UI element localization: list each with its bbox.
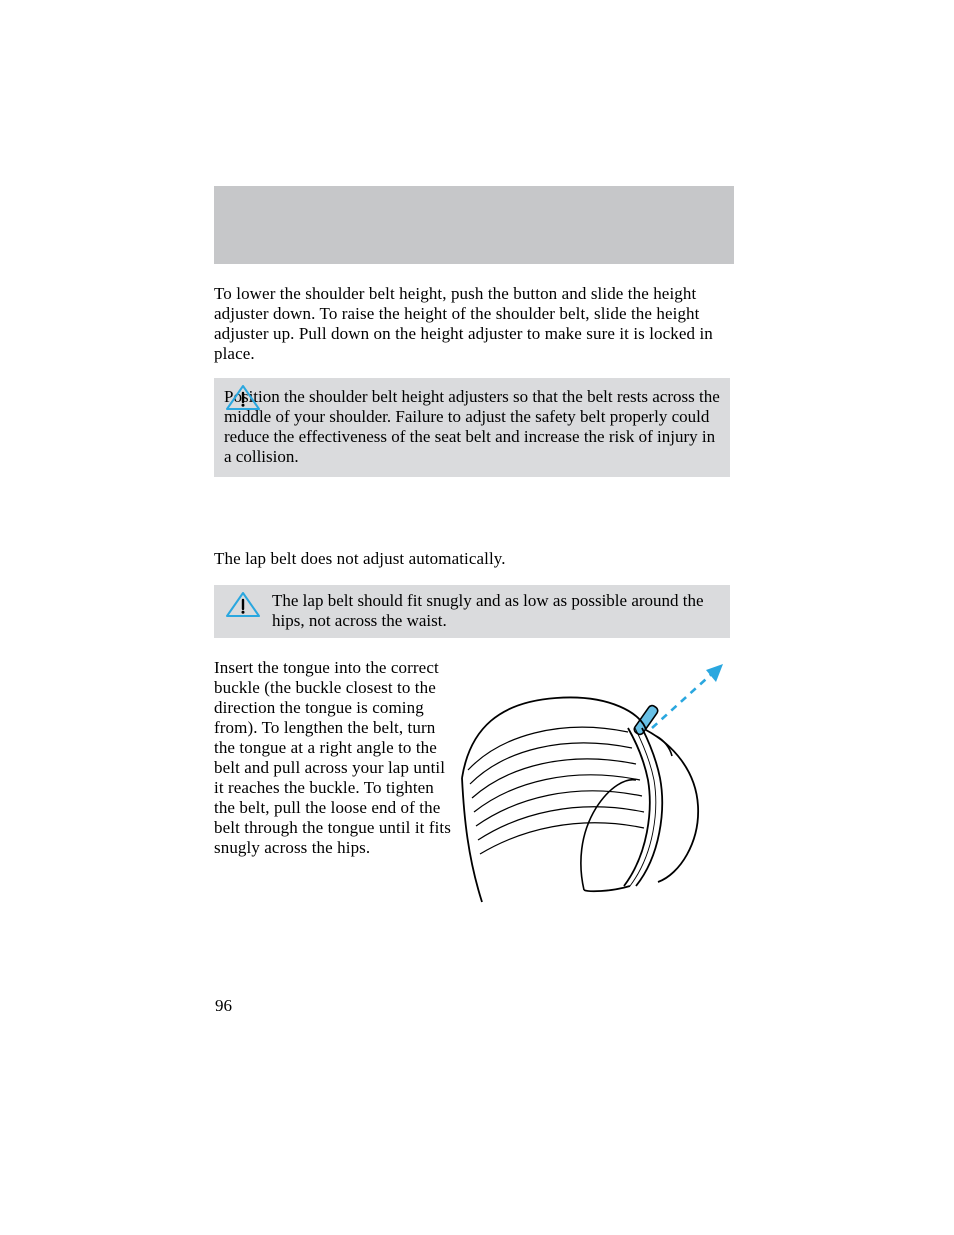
two-column-row: Insert the tongue into the correct buckl…	[214, 658, 730, 906]
column-figure	[460, 658, 730, 906]
paragraph-lap-instructions: Insert the tongue into the correct buckl…	[214, 658, 452, 858]
warning-callout-lap: The lap belt should fit snugly and as lo…	[214, 585, 730, 637]
lap-belt-diagram	[460, 658, 730, 906]
page-content: To lower the shoulder belt height, push …	[214, 0, 730, 906]
warning-text-shoulder: Position the shoulder belt height adjust…	[224, 387, 720, 466]
page-number: 96	[215, 996, 232, 1016]
warning-text-lap: The lap belt should fit snugly and as lo…	[272, 591, 720, 631]
warning-triangle-icon	[224, 591, 262, 619]
paragraph-lap-intro: The lap belt does not adjust automatical…	[214, 549, 730, 569]
paragraph-shoulder-adjust: To lower the shoulder belt height, push …	[214, 284, 730, 364]
warning-callout-shoulder: Position the shoulder belt height adjust…	[214, 378, 730, 477]
warning-triangle-icon	[224, 384, 262, 412]
column-text: Insert the tongue into the correct buckl…	[214, 658, 452, 906]
